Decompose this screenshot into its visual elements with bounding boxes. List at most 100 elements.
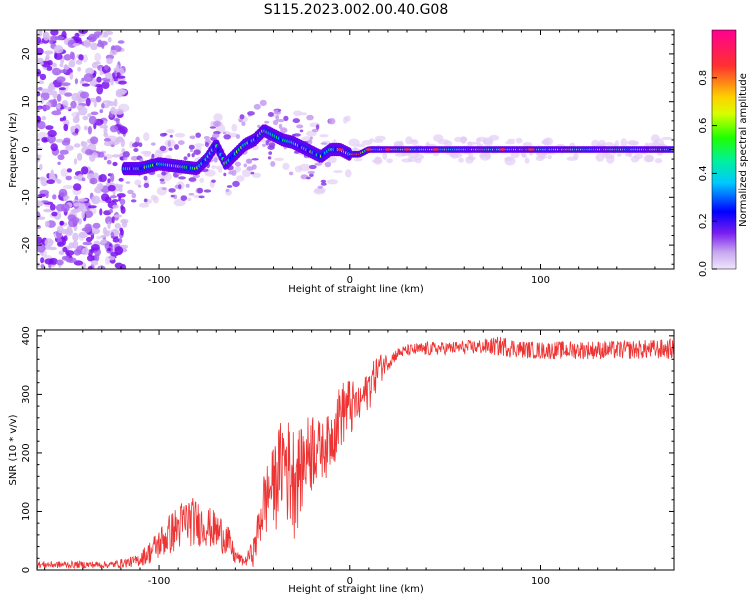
scatter-blob — [150, 142, 156, 146]
scatter-blob — [195, 132, 201, 138]
ridge-peak — [403, 148, 411, 151]
noise-blob — [70, 100, 77, 109]
noise-blob — [73, 260, 83, 266]
noise-blob — [103, 156, 107, 161]
noise-blob — [91, 195, 101, 205]
noise-blob — [112, 161, 118, 167]
spectrogram-x-label: Height of straight line (km) — [288, 284, 424, 295]
spectrum-haze — [591, 139, 600, 149]
noise-blob — [73, 158, 78, 165]
scatter-blob — [292, 118, 300, 124]
scatter-blob — [189, 135, 196, 140]
noise-blob — [62, 246, 68, 253]
noise-blob — [65, 175, 72, 181]
spectrum-haze — [274, 157, 284, 161]
noise-blob — [44, 220, 50, 228]
noise-blob — [116, 72, 121, 77]
noise-blob — [75, 59, 83, 65]
spectrum-haze — [199, 177, 205, 183]
noise-blob — [44, 258, 54, 265]
spectrum-haze — [386, 158, 393, 164]
noise-blob — [85, 97, 91, 107]
spectrum-haze — [313, 188, 326, 195]
noise-blob — [110, 77, 114, 86]
noise-blob — [52, 194, 57, 200]
scatter-blob — [308, 164, 317, 170]
noise-blob — [50, 143, 58, 152]
noise-blob — [110, 195, 117, 199]
spectrum-haze — [410, 139, 419, 145]
scatter-blob — [198, 195, 205, 199]
scatter-blob — [250, 171, 255, 175]
noise-blob — [79, 91, 90, 99]
y-tick-label: 400 — [21, 326, 32, 345]
noise-blob — [63, 123, 69, 132]
scatter-blob — [168, 188, 176, 193]
scatter-blob — [159, 178, 165, 182]
noise-blob — [78, 54, 84, 61]
noise-blob — [104, 196, 112, 204]
scatter-blob — [151, 153, 155, 158]
spectrum-haze — [458, 157, 464, 163]
snr-series-line — [37, 336, 674, 570]
noise-blob — [81, 227, 91, 232]
noise-blob — [81, 83, 90, 87]
noise-blob — [93, 99, 97, 108]
spectrum-haze — [547, 154, 552, 160]
y-tick-label: 10 — [21, 95, 32, 108]
spectrum-haze — [236, 175, 245, 182]
scatter-blob — [232, 180, 240, 187]
spectrum-haze — [371, 159, 383, 163]
scatter-blob — [280, 127, 288, 134]
noise-blob — [62, 237, 66, 246]
noise-blob — [55, 138, 64, 143]
noise-blob — [52, 98, 58, 108]
noise-blob — [50, 169, 54, 177]
y-tick-label: -20 — [21, 237, 32, 253]
scatter-blob — [320, 142, 328, 145]
noise-blob — [37, 106, 42, 111]
scatter-blob — [251, 158, 259, 161]
noise-blob — [85, 67, 95, 76]
noise-blob — [37, 154, 41, 163]
noise-blob — [37, 262, 40, 268]
spectrum-haze — [213, 113, 223, 122]
scatter-blob — [161, 187, 167, 191]
spectrum-haze — [326, 179, 339, 185]
scatter-blob — [209, 126, 216, 129]
spectrum-haze — [211, 165, 217, 169]
scatter-blob — [241, 121, 246, 127]
noise-blob — [64, 92, 73, 97]
noise-blob — [47, 129, 57, 138]
x-tick-label: -100 — [148, 275, 171, 286]
noise-blob — [56, 259, 64, 266]
x-tick-label: 100 — [531, 275, 550, 286]
noise-blob — [59, 220, 65, 226]
noise-blob — [112, 204, 119, 209]
noise-blob — [68, 59, 76, 68]
noise-blob — [103, 120, 107, 126]
scatter-blob — [169, 134, 173, 138]
noise-blob — [63, 103, 67, 107]
scatter-blob — [170, 194, 175, 198]
scatter-blob — [317, 185, 324, 189]
noise-blob — [50, 30, 59, 36]
noise-blob — [46, 179, 55, 185]
noise-blob — [73, 183, 82, 191]
noise-blob — [59, 149, 69, 155]
colorbar-label: Normalized spectral amplitude — [738, 73, 749, 227]
scatter-blob — [122, 151, 130, 158]
scatter-blob — [253, 103, 261, 110]
scatter-blob — [267, 156, 272, 160]
noise-blob — [90, 244, 100, 251]
noise-blob — [58, 87, 66, 91]
noise-blob — [37, 36, 42, 44]
noise-blob — [47, 60, 53, 66]
noise-blob — [113, 98, 118, 107]
noise-blob — [113, 214, 123, 218]
spectrum-haze — [327, 156, 337, 164]
noise-blob — [83, 39, 91, 48]
noise-blob — [87, 125, 92, 135]
scatter-blob — [159, 180, 166, 185]
